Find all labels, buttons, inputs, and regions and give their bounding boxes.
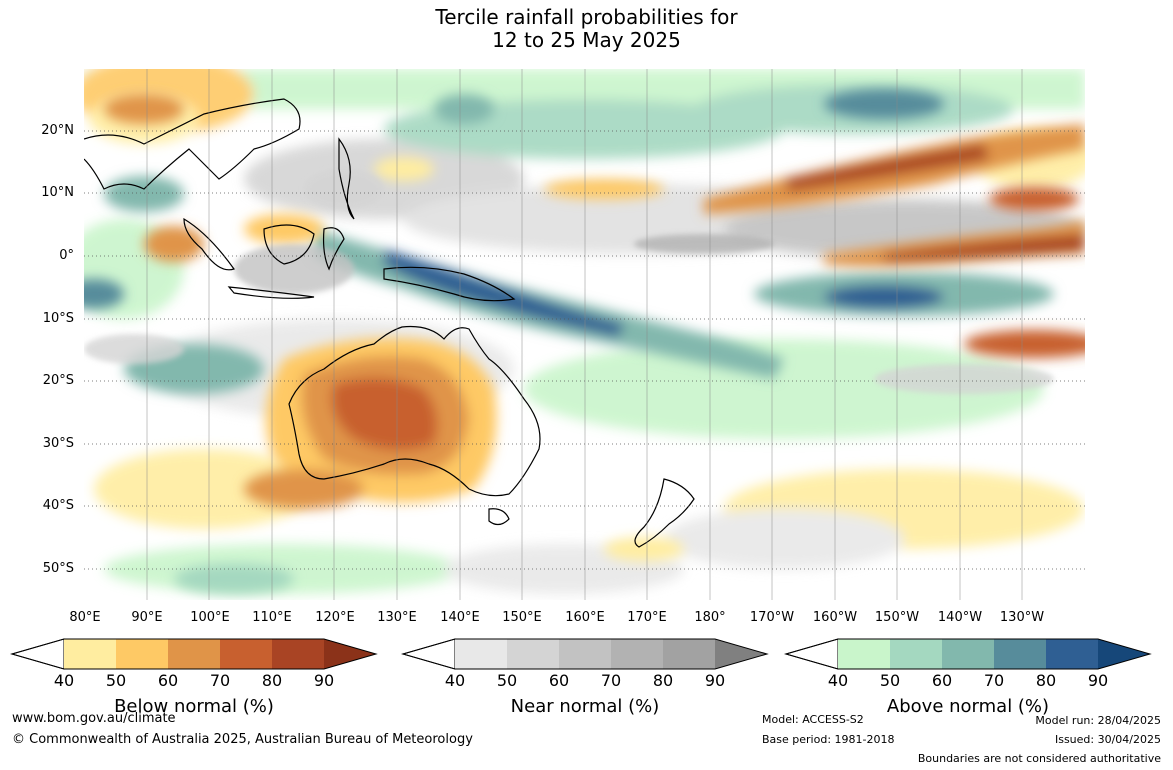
near-tick-40: 40	[444, 671, 466, 690]
near-extend-low	[401, 638, 456, 670]
above-normal-band	[84, 89, 1054, 594]
base-period-text: Base period: 1981-2018	[762, 733, 895, 746]
above-normal-title: Above normal (%)	[886, 696, 1050, 717]
issued-text: Issued: 30/04/2025	[1054, 733, 1161, 746]
lon-label-120e: 120°E	[315, 610, 355, 625]
near-tick-50: 50	[496, 671, 518, 690]
above-swatch-4	[994, 639, 1046, 669]
below-extend-high	[324, 639, 376, 669]
near-tick-80: 80	[652, 671, 674, 690]
below-tick-90: 90	[313, 671, 335, 690]
above-extend-high	[1098, 639, 1150, 669]
above-swatch-1	[838, 639, 890, 669]
sulawesi-outline	[322, 227, 345, 271]
near-swatch-1	[455, 639, 507, 669]
model-text: Model: ACCESS-S2	[762, 713, 864, 726]
below-swatch-3	[168, 639, 220, 669]
lon-label-130e: 130°E	[377, 610, 417, 625]
near-swatch-4	[611, 639, 663, 669]
lon-label-170e: 170°E	[627, 610, 667, 625]
above-swatch-5	[1046, 639, 1098, 669]
boundaries-note: Boundaries are not considered authoritat…	[917, 752, 1161, 765]
below-tick-60: 60	[157, 671, 179, 690]
above-extend-low	[784, 638, 839, 670]
probability-map	[84, 69, 1085, 600]
below-tick-40: 40	[53, 671, 75, 690]
lat-label-10n: 10°N	[41, 185, 74, 200]
lon-label-140e: 140°E	[440, 610, 480, 625]
above-tick-90: 90	[1087, 671, 1109, 690]
lon-label-100e: 100°E	[190, 610, 230, 625]
model-run-text: Model run: 28/04/2025	[1035, 714, 1161, 727]
australia-outline	[288, 325, 541, 497]
tasmania-outline	[488, 508, 510, 526]
below-tick-70: 70	[209, 671, 231, 690]
below-normal-title: Below normal (%)	[114, 696, 274, 717]
near-normal-patches	[84, 169, 1054, 394]
java-outline	[227, 286, 315, 299]
lon-label-90e: 90°E	[131, 610, 163, 625]
lon-label-110e: 110°E	[252, 610, 292, 625]
lat-label-40s: 40°S	[42, 498, 74, 513]
lon-label-180: 180°	[694, 610, 726, 625]
below-swatch-1	[64, 639, 116, 669]
near-tick-60: 60	[548, 671, 570, 690]
near-tick-90: 90	[704, 671, 726, 690]
below-normal-regions	[104, 94, 1085, 561]
below-swatch-4	[220, 639, 272, 669]
new-guinea-outline	[383, 266, 516, 302]
above-tick-40: 40	[827, 671, 849, 690]
website-link[interactable]: www.bom.gov.au/climate	[12, 711, 176, 726]
lat-label-20s: 20°S	[42, 373, 74, 388]
meridians	[146, 69, 1023, 600]
lon-label-140w: 140°W	[937, 610, 983, 625]
near-normal-colorbar	[401, 638, 769, 670]
above-tick-60: 60	[931, 671, 953, 690]
below-tick-80: 80	[261, 671, 283, 690]
above-normal-colorbar	[784, 638, 1152, 670]
near-extend-high	[715, 639, 767, 669]
lat-label-50s: 50°S	[42, 561, 74, 576]
map-title-line2: 12 to 25 May 2025	[492, 28, 681, 52]
above-swatch-2	[890, 639, 942, 669]
above-tick-50: 50	[879, 671, 901, 690]
lat-label-0: 0°	[59, 248, 74, 263]
below-swatch-5	[272, 639, 324, 669]
sumatra-outline	[183, 217, 235, 271]
below-extend-low	[10, 638, 65, 670]
near-normal-title: Near normal (%)	[510, 696, 660, 717]
near-swatch-3	[559, 639, 611, 669]
borneo-outline	[263, 224, 315, 265]
lat-label-10s: 10°S	[42, 311, 74, 326]
copyright-text: © Commonwealth of Australia 2025, Austra…	[12, 732, 473, 747]
above-tick-80: 80	[1035, 671, 1057, 690]
lon-label-130w: 130°W	[999, 610, 1045, 625]
map-canvas	[84, 69, 1085, 600]
asia-outline	[84, 98, 301, 190]
below-swatch-2	[116, 639, 168, 669]
philippines-outline	[338, 137, 355, 220]
near-swatch-2	[507, 639, 559, 669]
above-tick-70: 70	[983, 671, 1005, 690]
lat-label-20n: 20°N	[41, 123, 74, 138]
lon-label-170w: 170°W	[749, 610, 795, 625]
coastlines	[84, 98, 695, 548]
lon-label-80e: 80°E	[69, 610, 101, 625]
lon-label-160e: 160°E	[565, 610, 605, 625]
graticule	[84, 130, 1085, 570]
below-tick-50: 50	[105, 671, 127, 690]
map-title-line1: Tercile rainfall probabilities for	[435, 5, 738, 29]
lon-label-150e: 150°E	[502, 610, 542, 625]
below-normal-colorbar	[10, 638, 378, 670]
near-tick-70: 70	[600, 671, 622, 690]
lon-label-160w: 160°W	[812, 610, 858, 625]
near-swatch-5	[663, 639, 715, 669]
lon-label-150w: 150°W	[874, 610, 920, 625]
new-zealand-outline	[634, 478, 695, 548]
lat-label-30s: 30°S	[42, 436, 74, 451]
above-swatch-3	[942, 639, 994, 669]
